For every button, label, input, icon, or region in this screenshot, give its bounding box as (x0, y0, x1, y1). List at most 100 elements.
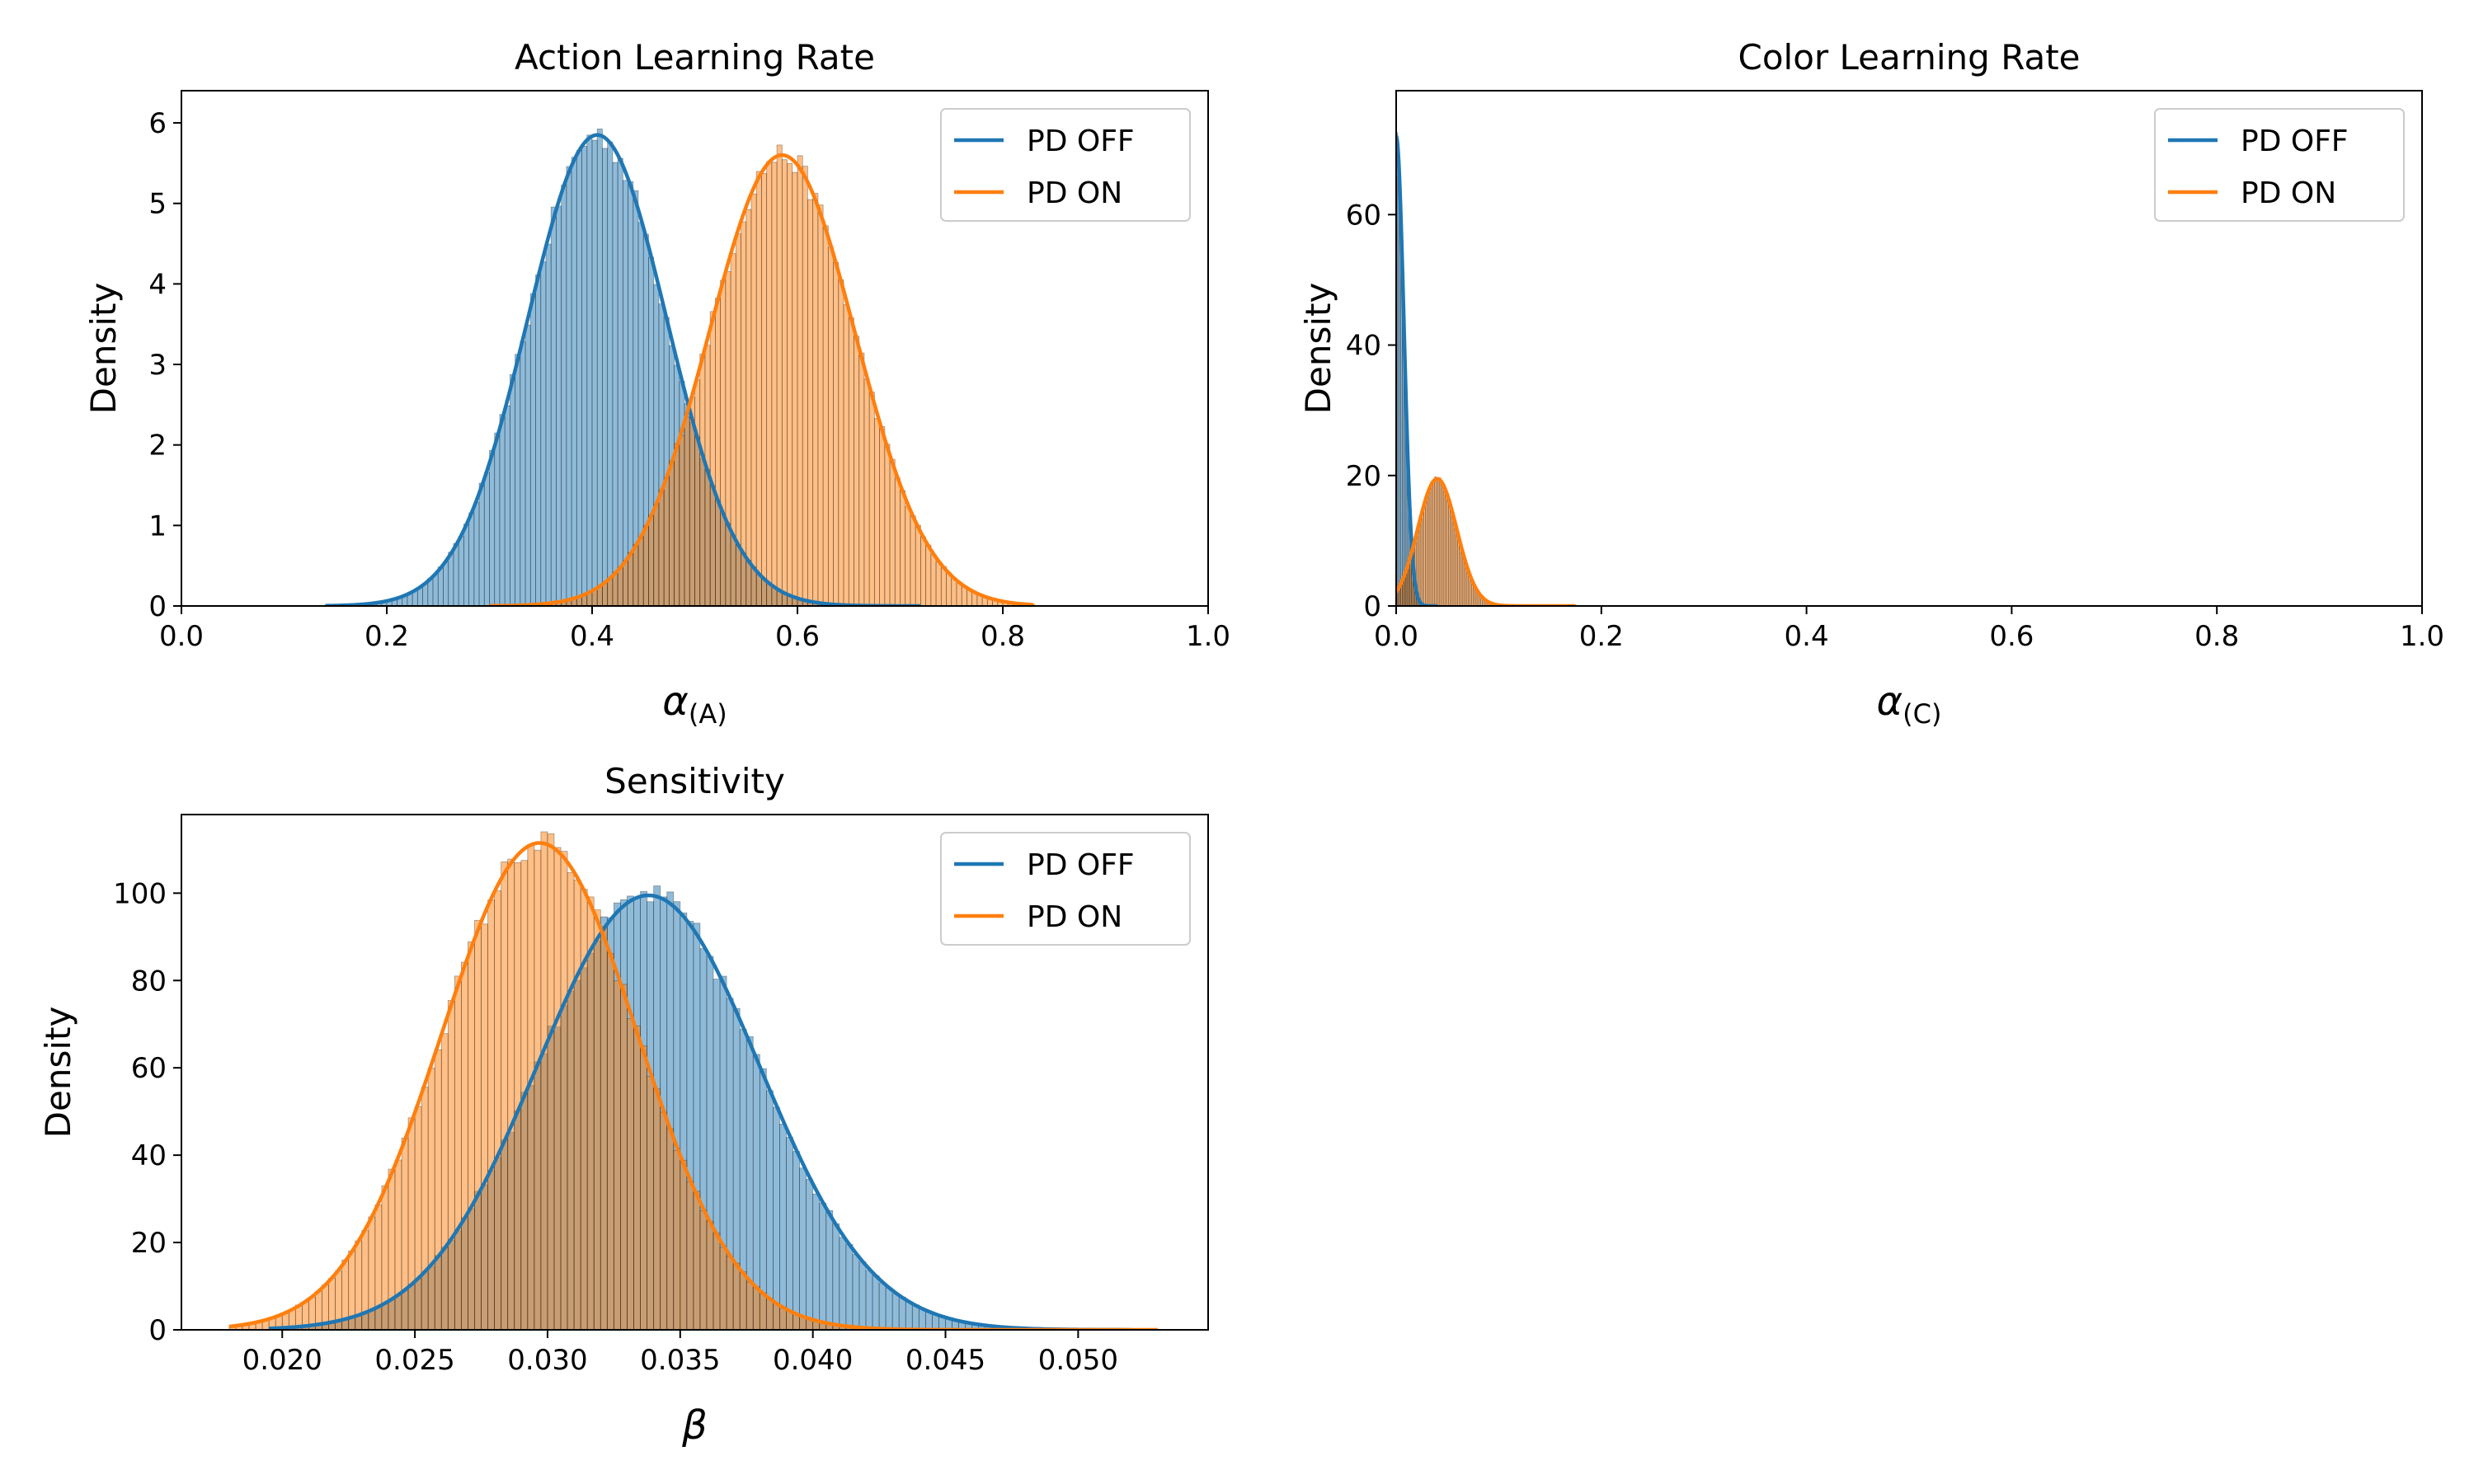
y-tick-label: 4 (148, 268, 167, 301)
histogram-bar (765, 1298, 774, 1330)
y-tick-label: 20 (1346, 460, 1381, 493)
histogram-bar (745, 209, 752, 606)
x-tick-label: 0.030 (507, 1344, 587, 1377)
histogram-bar (797, 155, 803, 606)
plot-area (1396, 132, 1578, 606)
histogram-bar (401, 1137, 409, 1330)
histogram-bar (494, 432, 501, 606)
histogram-bar (935, 561, 942, 606)
histogram-bar (793, 1151, 800, 1330)
histogram-bar (713, 1233, 721, 1330)
x-tick-label: 0.8 (2194, 620, 2239, 653)
x-tick-label: 0.4 (1785, 620, 1829, 653)
histogram-bar (891, 1293, 900, 1330)
histogram-bar (720, 279, 727, 606)
histogram-bar (581, 145, 588, 606)
histogram-bar (481, 923, 488, 1330)
histogram-bar (674, 443, 680, 606)
histogram-bar (591, 139, 598, 606)
histogram-bar (474, 919, 482, 1330)
histogram-bar (622, 180, 628, 606)
y-tick-label: 6 (148, 107, 167, 140)
histogram-bar (786, 1137, 793, 1330)
histogram-bar (520, 340, 526, 606)
histogram-bar (951, 577, 957, 606)
histogram-bar (924, 1311, 933, 1330)
kde-line-pd-on (1396, 477, 1578, 606)
histogram-bar (607, 141, 614, 606)
histogram-bar (463, 524, 469, 606)
y-tick-label: 60 (1346, 199, 1381, 232)
chart-title: Action Learning Rate (515, 37, 875, 77)
histogram-bar (567, 871, 575, 1330)
histogram-bar (693, 1190, 701, 1330)
histogram-bar (684, 416, 690, 606)
histogram-bar (905, 1301, 913, 1330)
histogram-bar (633, 190, 639, 606)
y-tick-label: 40 (1346, 330, 1381, 363)
histogram-bar (602, 148, 609, 606)
histogram-bar (812, 193, 819, 606)
histogram-bar (752, 1286, 760, 1330)
x-tick-label: 0.2 (365, 620, 409, 653)
x-tick-label: 0.0 (1374, 620, 1418, 653)
histogram-bar (660, 1111, 668, 1330)
histogram-bar (765, 1090, 774, 1330)
legend-label-pd-on: PD ON (1027, 900, 1122, 934)
x-axis-label: β (681, 1402, 708, 1449)
histogram-bar (779, 1124, 787, 1330)
histogram-bar (858, 352, 865, 606)
x-axis-label: α(C) (1877, 679, 1942, 730)
histogram-bar (686, 1181, 694, 1330)
histogram-bar (766, 161, 773, 606)
x-tick-label: 0.050 (1038, 1344, 1118, 1377)
y-axis-label: Density (38, 1007, 78, 1139)
histogram-bar (706, 1221, 714, 1330)
histogram-bar (586, 896, 595, 1330)
x-tick-label: 0.6 (775, 620, 820, 653)
histogram-bar (802, 166, 808, 606)
x-tick-label: 1.0 (2400, 620, 2444, 653)
x-tick-label: 0.025 (374, 1344, 454, 1377)
histogram-bar (460, 961, 468, 1330)
histogram-bar (606, 953, 614, 1330)
histogram-bar (898, 1296, 906, 1330)
histogram-bar (776, 144, 783, 606)
axes-frame (181, 814, 1209, 1331)
y-tick-label: 40 (131, 1139, 167, 1172)
histogram-bar (640, 1045, 647, 1330)
histogram-bar (468, 512, 475, 606)
histogram-pd-on (228, 831, 1159, 1330)
kde-line-pd-on (488, 153, 1035, 606)
histogram-bar (566, 166, 572, 606)
histogram-bar (873, 418, 880, 606)
chart-title: Sensitivity (604, 761, 785, 801)
chart-title: Color Learning Rate (1738, 37, 2081, 77)
histogram-bar (454, 975, 462, 1330)
histogram-bar (647, 1076, 655, 1330)
histogram-bar (719, 1247, 727, 1330)
histogram-bar (806, 1179, 814, 1330)
histogram-bar (833, 262, 840, 606)
histogram-bar (885, 1287, 893, 1330)
histogram-bar (673, 1149, 681, 1330)
histogram-bar (911, 1304, 920, 1330)
x-tick-label: 0.020 (242, 1344, 322, 1377)
legend: PD OFF PD ON (940, 832, 1191, 946)
chart-panel-2: 0.0 0.2 0.4 0.6 0.8 1.0 0 20 40 60 Color Learning … (1298, 37, 2444, 730)
histogram-bar (918, 1308, 926, 1330)
histogram-bar (725, 270, 731, 606)
histogram-bar (845, 1244, 854, 1330)
histogram-bar (553, 847, 562, 1330)
histogram-bar (504, 405, 510, 606)
y-axis-label: Density (1298, 283, 1338, 415)
histogram-bar (440, 1033, 449, 1330)
histogram-bar (726, 1256, 734, 1330)
histogram-bar (946, 572, 952, 606)
x-tick-label: 1.0 (1186, 620, 1230, 653)
histogram-bar (848, 317, 854, 606)
histogram-bar (510, 373, 516, 606)
histogram-bar (501, 861, 509, 1330)
histogram-bar (637, 538, 644, 606)
